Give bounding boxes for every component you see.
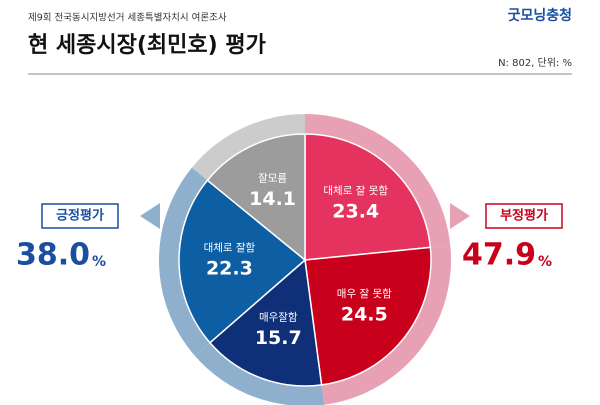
slice-label: 대체로 잘 못함 bbox=[323, 185, 388, 197]
slice-label: 대체로 잘함 bbox=[204, 242, 256, 254]
pie-slice bbox=[178, 179, 307, 344]
unit-note: N: 802, 단위: % bbox=[498, 56, 572, 69]
negative-value: 47.9 bbox=[462, 238, 536, 273]
right-pointer bbox=[450, 203, 470, 229]
pie: 대체로 잘 못함 23.4 매우 잘 못함 24.5 매우잘함 15.7 대체로 잘함 22.… bbox=[178, 133, 432, 387]
pie-slice bbox=[206, 133, 306, 262]
left-pointer bbox=[140, 203, 160, 229]
slice-value: 22.3 bbox=[206, 258, 253, 280]
pie-slice bbox=[304, 246, 432, 386]
slice-value: 15.7 bbox=[255, 327, 302, 349]
positive-box bbox=[41, 203, 119, 229]
positive-label: 긍정평가 bbox=[56, 208, 104, 224]
negative-label: 부정평가 bbox=[500, 208, 548, 224]
logo: 굿모닝충청 bbox=[508, 8, 572, 24]
negative-box bbox=[485, 203, 563, 229]
slice-value: 14.1 bbox=[249, 188, 296, 210]
slice-label: 매우잘함 bbox=[259, 312, 298, 324]
pie-slice bbox=[304, 133, 432, 261]
slice-value: 23.4 bbox=[332, 200, 379, 222]
slice-value: 24.5 bbox=[341, 303, 388, 325]
main-title: 현 세종시장(최민호) 평가 bbox=[28, 33, 266, 58]
slice-label: 매우 잘 못함 bbox=[337, 288, 392, 300]
positive-value: 38.0 bbox=[16, 238, 90, 273]
pie-slice bbox=[208, 258, 323, 387]
survey-title: 제9회 전국동시지방선거 세종특별자치시 여론조사 bbox=[28, 12, 227, 24]
positive-unit: % bbox=[92, 254, 106, 270]
slice-label: 잘모름 bbox=[258, 173, 287, 185]
negative-unit: % bbox=[538, 254, 552, 270]
